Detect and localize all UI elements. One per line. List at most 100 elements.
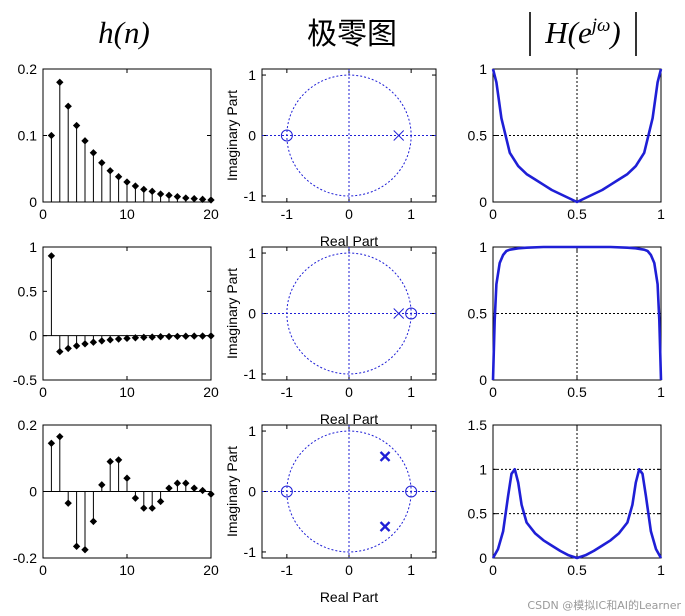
x-tick-label: 0 <box>39 562 47 578</box>
stem-marker <box>140 504 148 512</box>
stem-marker <box>190 332 198 340</box>
stem-marker <box>207 490 215 498</box>
unit-circle <box>286 430 412 553</box>
stem-marker <box>72 121 81 130</box>
y-tick-label: 0 <box>248 306 256 322</box>
x-axis-label: Real Part <box>320 589 378 605</box>
stem-marker <box>140 185 148 194</box>
y-tick-label: 1.5 <box>468 417 488 433</box>
chart-h2: 0 10 20-0.500.51 <box>13 239 219 400</box>
magnitude-line <box>491 467 663 560</box>
x-tick-label: 1 <box>657 384 665 400</box>
y-tick-label: -1 <box>244 188 257 204</box>
zero-marker <box>280 485 293 498</box>
y-tick-label: 0.2 <box>18 417 38 433</box>
watermark: CSDN @模拟IC和AI的Learner <box>527 598 681 612</box>
y-tick-label: 0 <box>29 484 37 500</box>
chart-mag2: 0 0.5 1 0 0.5 1 <box>468 239 666 400</box>
x-tick-label: 0.5 <box>567 206 587 222</box>
x-tick-label: 0 <box>489 562 497 578</box>
axes-frame <box>492 424 662 559</box>
chart-pz1: -1 0 1 -1 0 1 Real Part Imaginary Part <box>224 67 437 249</box>
stem-marker <box>190 484 198 492</box>
pole-marker <box>393 130 405 141</box>
stem-marker <box>114 335 123 343</box>
y-tick-label: 0 <box>29 328 37 344</box>
stem-marker <box>72 342 81 350</box>
y-tick-label: 1 <box>479 461 487 477</box>
y-tick-label: 1 <box>479 61 487 77</box>
x-tick-label: 0.5 <box>567 384 587 400</box>
x-tick-label: 10 <box>119 206 135 222</box>
x-tick-label: 20 <box>203 384 219 400</box>
y-tick-label: -1 <box>244 366 257 382</box>
chart-pz3: -1 0 1 -1 0 1 Real Part Imaginary Part <box>224 423 437 605</box>
stem-marker <box>165 191 173 200</box>
y-tick-label: -1 <box>244 544 257 560</box>
stem-marker <box>64 102 72 110</box>
stem-marker <box>198 486 207 495</box>
chart-mag3: 0 0.5 1 0 0.5 1 1.5 <box>468 417 666 578</box>
stem-marker <box>89 149 98 157</box>
title-magnitude: H(ejω) <box>529 12 637 56</box>
title-pole-zero: 极零图 <box>307 17 397 52</box>
stem-marker <box>106 336 114 344</box>
stem-marker <box>64 499 72 507</box>
stem-marker <box>64 344 72 353</box>
y-tick-label: 1 <box>29 239 37 255</box>
x-tick-label: -1 <box>281 384 294 400</box>
stem-marker <box>81 137 89 145</box>
x-tick-label: 10 <box>119 384 135 400</box>
y-axis-label: Imaginary Part <box>224 446 240 537</box>
y-tick-label: 0.5 <box>18 283 38 299</box>
x-tick-label: 0 <box>489 384 497 400</box>
y-tick-label: 0.5 <box>468 128 488 144</box>
y-tick-label: 0.2 <box>18 61 38 77</box>
stem-marker <box>165 332 173 341</box>
stem-marker <box>106 457 114 466</box>
stem-marker <box>114 456 123 464</box>
magnitude-line <box>491 68 663 204</box>
stem-marker <box>131 334 140 342</box>
axes-frame <box>42 246 212 381</box>
y-tick-label: 0 <box>479 194 487 210</box>
stem-marker <box>47 131 56 140</box>
magnitude-line <box>491 245 663 381</box>
stem-marker <box>114 173 123 181</box>
y-tick-label: 1 <box>479 239 487 255</box>
y-tick-label: 0 <box>479 550 487 566</box>
stem-marker <box>156 497 165 506</box>
stem-marker <box>56 78 64 86</box>
stem-marker <box>47 439 56 447</box>
stem-marker <box>182 332 190 340</box>
stem-marker <box>56 347 64 356</box>
x-tick-label: 1 <box>407 384 415 400</box>
x-tick-label: 0.5 <box>567 562 587 578</box>
y-tick-label: -0.5 <box>13 372 37 388</box>
stem-marker <box>123 178 131 186</box>
zero-marker <box>405 485 418 498</box>
pole-marker <box>379 521 391 532</box>
stem-marker <box>156 190 165 198</box>
stem-marker <box>89 338 98 346</box>
stem-marker <box>173 332 182 341</box>
x-tick-label: -1 <box>281 562 294 578</box>
zero-marker <box>405 307 418 320</box>
y-tick-label: 0 <box>479 372 487 388</box>
x-tick-label: 1 <box>657 562 665 578</box>
y-axis-label: Imaginary Part <box>224 268 240 359</box>
stem-marker <box>47 252 56 260</box>
stem-marker <box>198 332 207 340</box>
title-h-n: h(n) <box>98 15 150 50</box>
x-tick-label: 10 <box>119 562 135 578</box>
y-axis-label: Imaginary Part <box>224 90 240 181</box>
x-tick-label: 1 <box>407 206 415 222</box>
y-tick-label: 0 <box>248 128 256 144</box>
stem-marker <box>131 182 140 190</box>
stem-marker <box>106 167 114 175</box>
stem-marker <box>123 474 131 482</box>
y-tick-label: 0 <box>29 194 37 210</box>
stem-marker <box>56 432 64 441</box>
chart-h1: 0 10 20 0 0.1 0.2 <box>18 61 219 222</box>
